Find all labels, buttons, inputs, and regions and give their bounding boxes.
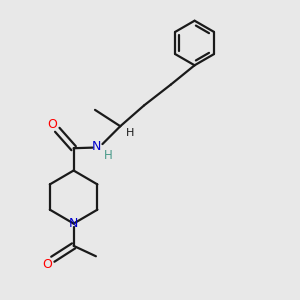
Text: N: N [69, 217, 78, 230]
Text: H: H [126, 128, 134, 138]
Text: N: N [92, 140, 101, 153]
Text: H: H [104, 148, 113, 162]
Text: O: O [42, 258, 52, 271]
Text: O: O [47, 118, 57, 131]
